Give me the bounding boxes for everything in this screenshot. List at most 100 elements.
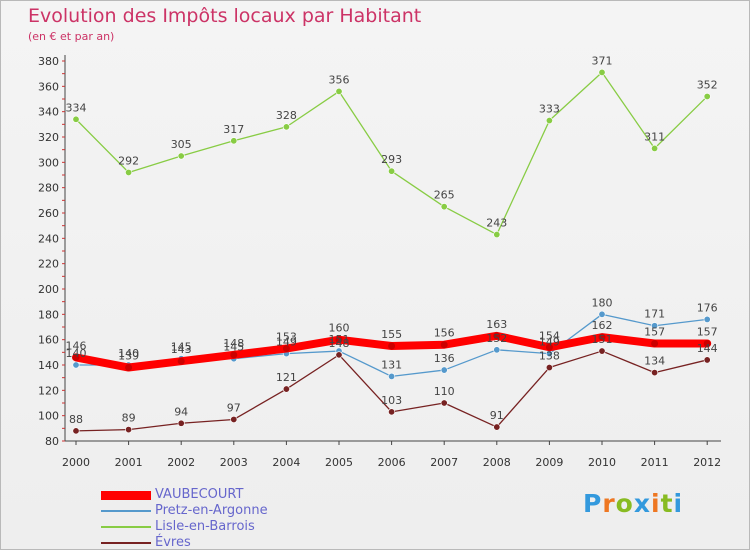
- data-label: 157: [697, 325, 718, 338]
- data-label: 143: [171, 343, 192, 356]
- y-tick-label: 320: [38, 131, 59, 144]
- data-label: 110: [434, 385, 455, 398]
- y-tick-label: 240: [38, 232, 59, 245]
- data-label: 160: [329, 322, 350, 335]
- legend-item-lisle: Lisle-en-Barrois: [101, 519, 268, 535]
- data-label: 94: [174, 405, 188, 418]
- data-label: 97: [227, 401, 241, 414]
- data-label: 154: [539, 329, 560, 342]
- data-point: [703, 356, 711, 364]
- data-point: [230, 351, 238, 359]
- data-label: 131: [381, 358, 402, 371]
- data-label: 89: [122, 412, 136, 425]
- x-tick-label: 2005: [325, 456, 353, 469]
- data-label: 162: [592, 319, 613, 332]
- data-label: 265: [434, 189, 455, 202]
- data-point: [440, 341, 448, 349]
- y-tick-label: 160: [38, 334, 59, 347]
- data-point: [598, 347, 606, 355]
- data-point: [125, 168, 133, 176]
- y-tick-label: 80: [45, 435, 59, 448]
- x-tick-label: 2010: [588, 456, 616, 469]
- data-label: 180: [592, 296, 613, 309]
- data-point: [545, 343, 553, 351]
- data-label: 146: [66, 339, 87, 352]
- data-point: [440, 203, 448, 211]
- data-point: [177, 152, 185, 160]
- legend-item-pretz: Pretz-en-Argonne: [101, 503, 268, 519]
- data-label: 140: [118, 347, 139, 360]
- legend-swatch: [101, 542, 151, 544]
- data-point: [335, 87, 343, 95]
- data-label: 149: [276, 336, 297, 349]
- data-point: [598, 333, 606, 341]
- data-label: 149: [539, 336, 560, 349]
- data-label: 145: [223, 341, 244, 354]
- chart-title: Evolution des Impôts locaux par Habitant: [28, 5, 422, 27]
- data-point: [388, 167, 396, 175]
- data-point: [177, 419, 185, 427]
- data-label: 151: [329, 333, 350, 346]
- data-label: 88: [69, 413, 83, 426]
- y-tick-label: 180: [38, 308, 59, 321]
- x-tick-label: 2003: [220, 456, 248, 469]
- y-tick-label: 220: [38, 258, 59, 271]
- data-point: [388, 372, 396, 380]
- data-label: 136: [434, 352, 455, 365]
- data-point: [72, 115, 80, 123]
- data-label: 334: [66, 101, 87, 114]
- x-tick-label: 2008: [483, 456, 511, 469]
- data-label: 148: [223, 337, 244, 350]
- data-label: 333: [539, 103, 560, 116]
- data-label: 371: [592, 54, 613, 67]
- y-tick-label: 120: [38, 384, 59, 397]
- data-point: [493, 332, 501, 340]
- data-point: [72, 353, 80, 361]
- legend-label: Pretz-en-Argonne: [155, 503, 268, 518]
- data-point: [177, 357, 185, 365]
- data-point: [651, 144, 659, 152]
- y-tick-label: 280: [38, 182, 59, 195]
- y-tick-label: 300: [38, 156, 59, 169]
- data-point: [598, 68, 606, 76]
- data-label: 163: [486, 318, 507, 331]
- data-label: 293: [381, 153, 402, 166]
- legend-label: Évres: [155, 535, 191, 550]
- data-label: 305: [171, 138, 192, 151]
- x-tick-label: 2001: [115, 456, 143, 469]
- data-label: 134: [644, 355, 665, 368]
- x-tick-label: 2007: [430, 456, 458, 469]
- data-point: [282, 123, 290, 131]
- data-label: 157: [644, 325, 665, 338]
- data-label: 148: [329, 337, 350, 350]
- data-label: 328: [276, 109, 297, 122]
- data-label: 156: [434, 327, 455, 340]
- data-point: [440, 366, 448, 374]
- legend-swatch: [101, 526, 151, 528]
- chart-legend: VAUBECOURT Pretz-en-Argonne Lisle-en-Bar…: [101, 487, 268, 551]
- data-label: 138: [539, 350, 560, 363]
- x-tick-label: 2011: [641, 456, 669, 469]
- data-point: [703, 339, 711, 347]
- data-point: [72, 361, 80, 369]
- data-label: 311: [644, 130, 665, 143]
- data-point: [230, 415, 238, 423]
- y-tick-label: 380: [38, 55, 59, 68]
- data-label: 121: [276, 371, 297, 384]
- data-label: 352: [697, 78, 718, 91]
- data-point: [651, 369, 659, 377]
- y-tick-label: 200: [38, 283, 59, 296]
- x-tick-label: 2006: [378, 456, 406, 469]
- data-label: 139: [118, 350, 139, 363]
- legend-swatch: [101, 510, 151, 512]
- x-tick-label: 2009: [535, 456, 563, 469]
- data-label: 144: [697, 342, 718, 355]
- data-label: 103: [381, 394, 402, 407]
- legend-swatch: [101, 490, 151, 500]
- data-point: [230, 137, 238, 145]
- y-tick-label: 260: [38, 207, 59, 220]
- data-label: 140: [66, 347, 87, 360]
- data-point: [703, 92, 711, 100]
- data-point: [651, 322, 659, 330]
- data-label: 292: [118, 154, 139, 167]
